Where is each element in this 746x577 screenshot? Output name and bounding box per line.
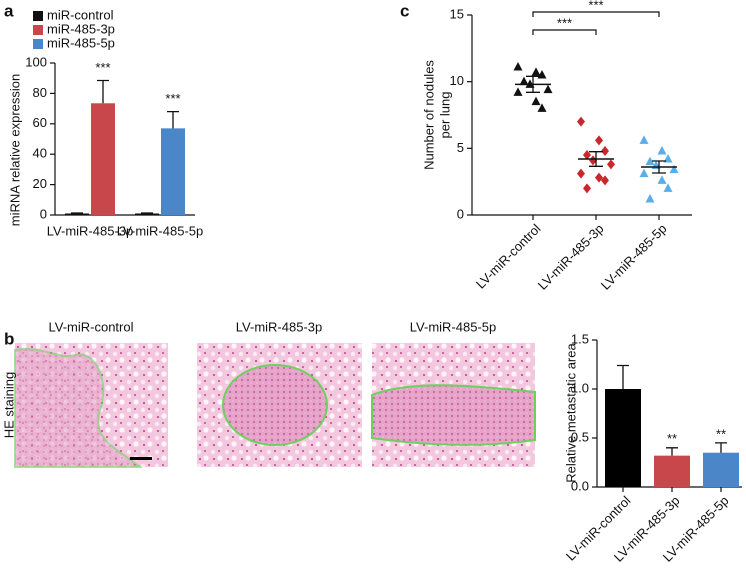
x-tick-label: LV-miR-485-5p bbox=[117, 223, 203, 238]
data-point bbox=[607, 159, 615, 170]
x-tick-label: LV-miR-control bbox=[473, 221, 544, 292]
y-tick-label: 80 bbox=[33, 85, 47, 100]
data-point bbox=[601, 175, 609, 186]
error-bar bbox=[167, 110, 179, 129]
y-tick-label: 60 bbox=[33, 115, 47, 130]
y-tick-label: 0 bbox=[457, 206, 464, 221]
y-tick-label: 20 bbox=[33, 176, 47, 191]
data-point bbox=[663, 183, 673, 192]
row-label: HE staining bbox=[1, 372, 16, 438]
significance-label: *** bbox=[588, 0, 603, 12]
x-tick-label: LV-miR-485-3p bbox=[535, 221, 607, 293]
y-axis-label: per lung bbox=[437, 92, 452, 139]
data-point bbox=[583, 183, 591, 194]
significance-label: ** bbox=[716, 426, 726, 441]
y-tick-label: 1.0 bbox=[571, 380, 589, 395]
legend-label: miR-485-5p bbox=[47, 35, 115, 50]
data-point bbox=[531, 67, 541, 76]
data-point bbox=[537, 103, 547, 112]
data-point bbox=[645, 194, 655, 203]
bar bbox=[65, 213, 89, 215]
data-point bbox=[513, 62, 523, 71]
data-point bbox=[669, 164, 679, 174]
error-bar bbox=[715, 442, 727, 453]
significance-label: ** bbox=[667, 431, 677, 446]
data-point bbox=[531, 96, 541, 106]
data-point bbox=[543, 84, 553, 94]
significance-bracket bbox=[532, 29, 597, 35]
y-tick-label: 0.0 bbox=[571, 478, 589, 493]
x-tick-label: LV-miR-485-5p bbox=[598, 221, 670, 293]
sem-bar bbox=[526, 75, 540, 93]
data-point bbox=[577, 168, 585, 179]
sem-bar bbox=[589, 151, 603, 167]
panel-letter: a bbox=[4, 1, 14, 20]
data-point bbox=[657, 175, 667, 184]
significance-label: *** bbox=[165, 91, 180, 106]
error-bar bbox=[617, 364, 629, 389]
y-axis-label: miRNA relative expression bbox=[7, 74, 22, 226]
y-tick-label: 15 bbox=[450, 6, 464, 21]
bar bbox=[135, 213, 159, 215]
image-title: LV-miR-485-3p bbox=[236, 319, 322, 334]
he-image bbox=[371, 343, 536, 467]
sem-bar bbox=[652, 160, 666, 174]
bar bbox=[91, 103, 115, 215]
data-point bbox=[657, 146, 667, 155]
error-bar bbox=[666, 447, 678, 456]
bar bbox=[654, 455, 690, 487]
he-image bbox=[197, 343, 362, 467]
panel-letter: c bbox=[400, 1, 409, 20]
data-point bbox=[519, 76, 529, 86]
y-tick-label: 1.5 bbox=[571, 331, 589, 346]
data-point bbox=[639, 168, 649, 178]
data-point bbox=[583, 150, 591, 160]
image-title: LV-miR-485-5p bbox=[410, 319, 496, 334]
y-tick-label: 0 bbox=[40, 206, 47, 221]
bar bbox=[161, 128, 185, 215]
legend-label: miR-485-3p bbox=[47, 21, 115, 36]
legend-swatch bbox=[33, 11, 43, 21]
data-point bbox=[639, 135, 649, 144]
data-point bbox=[645, 156, 655, 166]
bar bbox=[703, 452, 739, 487]
image-title: LV-miR-control bbox=[48, 319, 133, 334]
data-point bbox=[513, 87, 523, 96]
y-tick-label: 5 bbox=[457, 140, 464, 155]
he-image bbox=[14, 343, 168, 468]
x-tick-label: LV-miR-485-3p bbox=[47, 223, 133, 238]
data-point bbox=[589, 155, 597, 166]
data-point bbox=[577, 116, 585, 127]
y-tick-label: 100 bbox=[25, 54, 47, 69]
legend-swatch bbox=[33, 39, 43, 49]
significance-bracket bbox=[532, 11, 660, 17]
panel-letter: b bbox=[4, 329, 14, 348]
y-tick-label: 0.5 bbox=[571, 429, 589, 444]
significance-label: *** bbox=[95, 60, 110, 75]
significance-label: *** bbox=[557, 15, 572, 30]
y-axis-label: Number of nodules bbox=[421, 60, 436, 170]
bar bbox=[605, 389, 641, 487]
y-tick-label: 40 bbox=[33, 146, 47, 161]
data-point bbox=[595, 135, 603, 146]
error-bar bbox=[97, 79, 109, 104]
data-point bbox=[595, 172, 603, 183]
data-point bbox=[601, 146, 609, 156]
legend-swatch bbox=[33, 25, 43, 35]
y-tick-label: 10 bbox=[450, 73, 464, 88]
y-axis-label: Relative metastatic area bbox=[563, 343, 578, 483]
legend-label: miR-control bbox=[47, 7, 114, 22]
